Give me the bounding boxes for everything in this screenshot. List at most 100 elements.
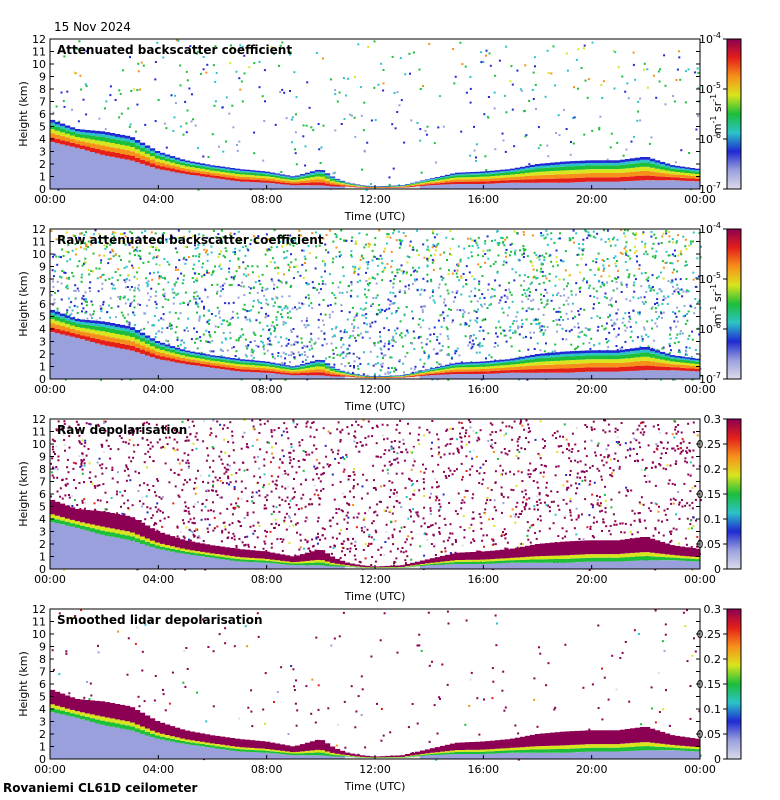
noise-cell: [182, 235, 185, 238]
noise-cell: [387, 342, 390, 345]
noise-cell: [273, 357, 276, 360]
noise-cell: [100, 259, 103, 262]
cloud-layer-cell: [304, 370, 311, 373]
cloud-layer-cell: [159, 163, 166, 167]
boundary-layer-cell: [329, 376, 336, 379]
noise-cell: [625, 253, 628, 256]
cloud-layer-cell: [214, 165, 221, 168]
noise-cell: [626, 269, 629, 271]
noise-cell: [606, 281, 608, 284]
noise-cell: [307, 245, 310, 247]
cloud-layer-cell: [184, 163, 191, 167]
noise-cell: [299, 274, 302, 277]
noise-cell: [505, 340, 508, 343]
noise-cell: [173, 283, 176, 286]
cloud-layer-cell: [229, 178, 236, 181]
noise-cell: [542, 234, 545, 237]
cloud-layer-cell: [694, 174, 701, 177]
cloud-layer-cell: [394, 185, 401, 186]
cloud-layer-cell: [339, 183, 346, 185]
noise-cell: [247, 273, 250, 276]
noise-cell: [509, 80, 512, 83]
noise-cell: [183, 256, 186, 259]
noise-cell: [523, 252, 525, 255]
noise-cell: [548, 255, 551, 257]
noise-cell: [569, 153, 572, 156]
boundary-layer-cell: [129, 160, 136, 189]
cloud-layer-cell: [279, 182, 286, 185]
noise-cell: [321, 280, 324, 283]
noise-cell: [647, 276, 650, 279]
cloud-layer-cell: [604, 162, 611, 166]
cloud-layer-cell: [294, 177, 301, 180]
boundary-layer-cell: [344, 376, 351, 379]
noise-cell: [476, 300, 479, 303]
noise-cell: [206, 321, 209, 324]
cloud-layer-cell: [639, 159, 646, 163]
noise-cell: [581, 253, 584, 256]
cloud-layer-cell: [679, 166, 686, 169]
cloud-layer-cell: [124, 141, 131, 146]
noise-cell: [187, 317, 190, 320]
noise-cell: [593, 303, 595, 306]
noise-cell: [643, 302, 646, 305]
noise-cell: [677, 351, 680, 354]
cloud-layer-cell: [199, 356, 206, 359]
boundary-layer-cell: [169, 361, 176, 379]
noise-cell: [540, 262, 543, 265]
cloud-layer-cell: [269, 173, 276, 176]
noise-cell: [232, 278, 235, 281]
noise-cell: [223, 319, 225, 322]
noise-cell: [395, 311, 397, 314]
noise-cell: [559, 232, 561, 235]
noise-cell: [291, 116, 294, 119]
noise-cell: [406, 261, 409, 264]
cloud-layer-cell: [434, 183, 441, 185]
noise-cell: [427, 357, 430, 360]
noise-cell: [439, 314, 442, 317]
noise-cell: [183, 341, 186, 344]
noise-cell: [522, 247, 525, 250]
noise-cell: [614, 277, 617, 280]
noise-cell: [411, 342, 414, 345]
cloud-layer-cell: [234, 174, 241, 177]
cloud-layer-cell: [269, 179, 276, 182]
noise-cell: [416, 122, 419, 124]
cloud-layer-cell: [254, 363, 261, 366]
noise-cell: [583, 333, 586, 336]
cloud-layer-cell: [624, 176, 631, 182]
noise-cell: [112, 240, 115, 243]
noise-cell: [646, 253, 649, 256]
noise-cell: [483, 297, 486, 299]
noise-cell: [340, 352, 343, 355]
noise-cell: [263, 294, 266, 297]
noise-cell: [197, 188, 200, 191]
noise-cell: [53, 253, 56, 256]
noise-cell: [672, 241, 674, 244]
noise-cell: [217, 233, 220, 236]
noise-cell: [319, 162, 322, 164]
noise-cell: [596, 232, 599, 235]
noise-cell: [137, 284, 140, 287]
noise-cell: [175, 281, 178, 284]
noise-cell: [195, 52, 198, 55]
noise-cell: [357, 267, 360, 270]
cloud-layer-cell: [224, 367, 231, 370]
cloud-layer-cell: [639, 162, 646, 167]
noise-cell: [335, 255, 338, 258]
noise-cell: [204, 251, 207, 254]
noise-cell: [238, 140, 241, 143]
cloud-layer-cell: [169, 168, 176, 172]
noise-cell: [697, 115, 699, 118]
noise-cell: [187, 303, 189, 306]
noise-cell: [454, 296, 457, 299]
noise-cell: [686, 263, 688, 266]
noise-cell: [104, 279, 107, 282]
cloud-layer-cell: [334, 370, 341, 373]
cloud-layer-cell: [189, 359, 196, 363]
noise-cell: [667, 295, 670, 298]
noise-cell: [200, 351, 203, 354]
cloud-layer-cell: [74, 133, 81, 137]
cloud-layer-cell: [359, 187, 366, 188]
cloud-layer-cell: [334, 180, 341, 183]
